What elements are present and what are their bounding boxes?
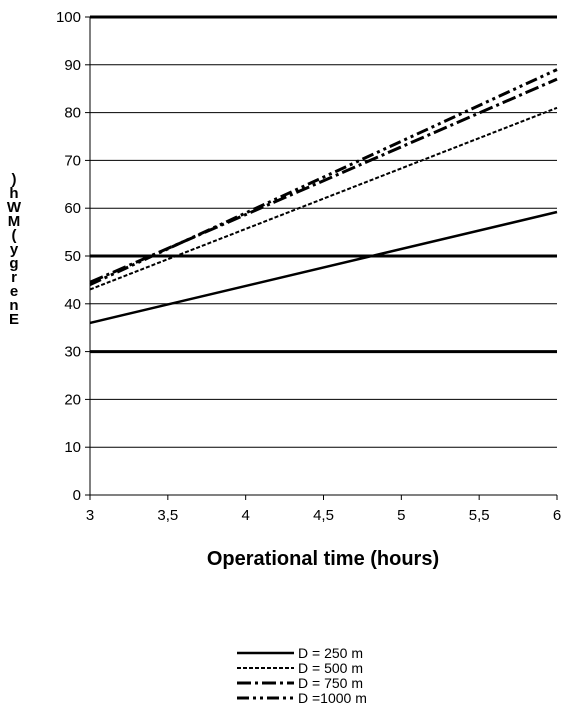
x-tick-label-5: 5,5 xyxy=(469,507,490,524)
series-line-1 xyxy=(89,106,558,291)
y-tick-label-10: 100 xyxy=(56,9,81,26)
y-axis-title-char: g xyxy=(9,255,18,272)
y-axis-title-char: ( xyxy=(12,227,17,244)
x-tick-label-0: 3 xyxy=(86,507,94,524)
y-tick-label-0: 0 xyxy=(73,487,81,504)
y-tick-label-4: 40 xyxy=(64,296,81,313)
y-tick-label-9: 90 xyxy=(64,57,81,74)
y-axis-title-char: r xyxy=(11,269,17,286)
y-axis-title-char: y xyxy=(10,241,19,258)
y-axis-title-char: n xyxy=(9,297,18,314)
x-axis-title: Operational time (hours) xyxy=(207,548,439,570)
legend-label-0: D = 250 m xyxy=(298,645,363,661)
series-lines xyxy=(89,68,558,325)
legend-label-1: D = 500 m xyxy=(298,660,363,676)
y-axis-title-char: e xyxy=(10,283,18,300)
x-tick-label-2: 4 xyxy=(241,507,249,524)
y-axis-title-char: W xyxy=(7,199,22,216)
series-line-3 xyxy=(89,68,558,287)
y-tick-label-3: 30 xyxy=(64,344,81,361)
x-tick-label-6: 6 xyxy=(553,507,561,524)
tick-labels: 0 10 20 30 40 50 60 70 80 90 100 3 3,5 4 4,5 5 5,5 6 xyxy=(56,9,561,524)
y-tick-label-6: 60 xyxy=(64,200,81,217)
x-tick-label-3: 4,5 xyxy=(313,507,334,524)
x-tick-label-1: 3,5 xyxy=(157,507,178,524)
y-tick-label-2: 20 xyxy=(64,391,81,408)
y-axis-title-char: M xyxy=(8,213,21,230)
series-line-0 xyxy=(89,210,558,325)
y-tick-label-8: 80 xyxy=(64,105,81,122)
y-axis-title-char: h xyxy=(9,185,18,202)
legend: D = 250 mD = 500 mD = 750 mD =1000 m xyxy=(237,645,367,706)
y-tick-label-1: 10 xyxy=(64,439,81,456)
y-tick-label-7: 70 xyxy=(64,152,81,169)
legend-label-2: D = 750 m xyxy=(298,675,363,691)
x-tick-label-4: 5 xyxy=(397,507,405,524)
legend-label-3: D =1000 m xyxy=(298,690,367,706)
y-tick-label-5: 50 xyxy=(64,248,81,265)
gridlines xyxy=(90,15,557,448)
y-axis-title-char: E xyxy=(9,311,19,328)
y-axis-title-char: ) xyxy=(12,171,17,188)
